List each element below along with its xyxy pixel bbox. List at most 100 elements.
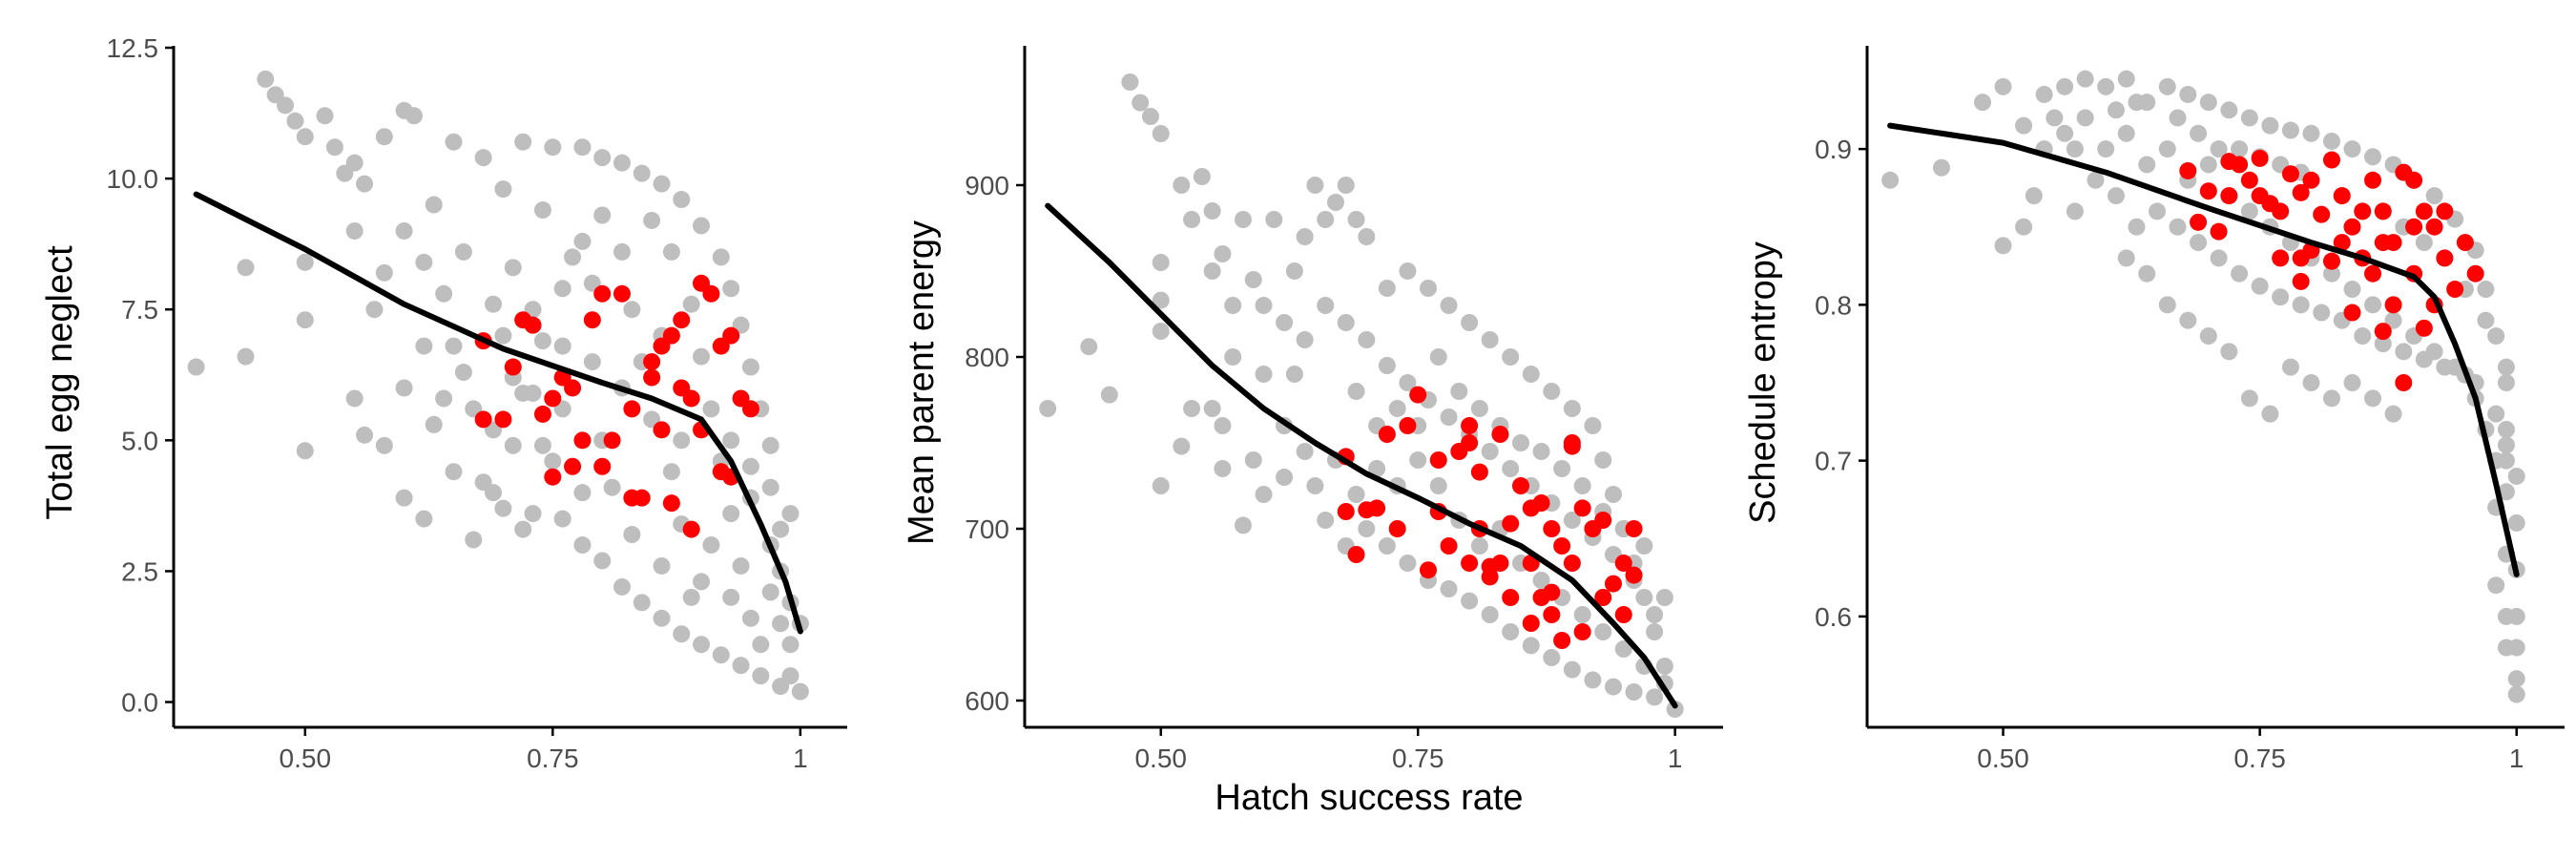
- point-74: [1429, 477, 1447, 494]
- highlight-point-5: [544, 468, 562, 486]
- point-127: [1655, 589, 1673, 606]
- point-68: [653, 175, 671, 193]
- y-tick-label-2: 5.0: [121, 426, 158, 455]
- point-126: [1635, 537, 1653, 555]
- point-28: [1234, 516, 1252, 534]
- highlight-point-36: [682, 389, 700, 408]
- point-69: [633, 164, 651, 182]
- point-108: [2190, 124, 2208, 142]
- point-106: [564, 248, 582, 266]
- point-51: [752, 667, 770, 685]
- panel-parent-energy: Mean parent energy Hatch success rate 60…: [902, 46, 1723, 818]
- highlight-point-44: [2251, 187, 2269, 205]
- highlight-point-21: [2343, 304, 2361, 322]
- point-51: [1646, 623, 1664, 640]
- point-73: [2240, 202, 2258, 220]
- point-6: [1152, 125, 1170, 142]
- point-86: [1285, 262, 1303, 280]
- y-tick-label-0: 0.0: [121, 688, 158, 718]
- point-4: [1132, 94, 1150, 112]
- point-17: [365, 301, 384, 319]
- point-130: [741, 457, 759, 475]
- highlight-point-16: [1491, 426, 1509, 443]
- y-tick-label-2: 0.8: [1815, 290, 1852, 320]
- highlight-point-39: [673, 311, 691, 329]
- point-88: [485, 484, 503, 502]
- point-108: [504, 259, 522, 277]
- point-125: [583, 353, 601, 371]
- point-5: [2015, 116, 2033, 135]
- point-27: [375, 436, 393, 454]
- point-121: [1532, 443, 1550, 460]
- highlight-point-36: [1614, 606, 1632, 623]
- point-67: [673, 191, 691, 209]
- highlight-point-31: [2395, 374, 2413, 391]
- point-24: [494, 180, 512, 199]
- highlight-point-42: [1461, 417, 1479, 434]
- point-8: [296, 253, 314, 271]
- point-58: [1563, 400, 1581, 417]
- highlight-point-41: [2456, 234, 2474, 252]
- point-46: [1604, 678, 1622, 696]
- y-tick-label-0: 600: [965, 686, 1009, 716]
- point-117: [1450, 383, 1468, 400]
- point-39: [1461, 592, 1479, 610]
- point-65: [1419, 280, 1437, 297]
- point-58: [2210, 249, 2228, 267]
- point-115: [752, 636, 770, 654]
- point-105: [2107, 101, 2125, 119]
- point-31: [425, 415, 443, 433]
- x-tick-label-2: 1: [1668, 744, 1683, 773]
- highlight-point-17: [1502, 514, 1520, 533]
- highlight-point-5: [1399, 417, 1417, 434]
- point-124: [603, 478, 621, 496]
- point-42: [1522, 637, 1540, 655]
- point-109: [485, 295, 503, 313]
- point-92: [1358, 331, 1376, 348]
- highlight-point-29: [741, 400, 759, 418]
- point-97: [2343, 374, 2361, 391]
- point-59: [1543, 383, 1561, 400]
- point-6: [2015, 218, 2033, 236]
- point-3: [1121, 73, 1139, 91]
- highlight-point-34: [623, 489, 641, 507]
- point-1: [237, 259, 255, 277]
- point-38: [1440, 580, 1458, 597]
- point-61: [2148, 202, 2166, 220]
- point-59: [2190, 234, 2208, 252]
- point-68: [1306, 477, 1324, 494]
- highlight-point-18: [1502, 589, 1520, 606]
- point-55: [1604, 486, 1622, 503]
- point-17: [1234, 211, 1252, 228]
- point-130: [1326, 194, 1344, 211]
- highlight-point-19: [2333, 187, 2351, 205]
- panel-egg-neglect: Total egg neglect 0.0 2.5 5.0 7.5 10.0 12.5 0.…: [40, 33, 847, 773]
- highlight-point-48: [1543, 583, 1561, 601]
- point-62: [2128, 218, 2146, 236]
- highlight-point-42: [2466, 264, 2484, 283]
- point-26: [2364, 148, 2382, 166]
- point-4: [1994, 237, 2012, 255]
- highlight-point-27: [722, 326, 740, 345]
- highlight-point-25: [1543, 606, 1561, 623]
- point-82: [2425, 343, 2443, 361]
- highlight-point-9: [583, 311, 601, 329]
- point-116: [761, 583, 779, 601]
- point-13: [1203, 202, 1221, 220]
- x-tick-label-2: 1: [793, 744, 808, 773]
- point-96: [682, 295, 700, 313]
- point-10: [1173, 177, 1191, 194]
- y-axis-title-egg-neglect: Total egg neglect: [40, 245, 80, 520]
- highlight-point-19: [662, 326, 680, 345]
- point-16: [356, 175, 374, 193]
- point-85: [533, 332, 551, 350]
- point-34: [2497, 374, 2515, 391]
- point-70: [1347, 486, 1365, 503]
- point-111: [1285, 366, 1303, 383]
- point-10: [2056, 77, 2074, 95]
- point-41: [553, 510, 571, 528]
- highlight-point-13: [1470, 463, 1488, 481]
- point-89: [1224, 297, 1242, 314]
- highlight-point-11: [2281, 165, 2299, 183]
- point-66: [693, 217, 711, 235]
